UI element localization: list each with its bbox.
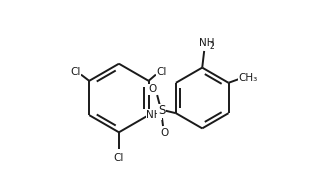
Text: NH: NH (199, 38, 215, 48)
Text: O: O (149, 84, 157, 94)
Text: Cl: Cl (156, 67, 167, 77)
Text: O: O (160, 128, 169, 138)
Text: NH: NH (146, 110, 162, 120)
Text: CH₃: CH₃ (238, 73, 258, 83)
Text: 2: 2 (210, 42, 215, 51)
Text: S: S (158, 104, 165, 117)
Text: Cl: Cl (114, 153, 124, 163)
Text: Cl: Cl (70, 67, 81, 77)
